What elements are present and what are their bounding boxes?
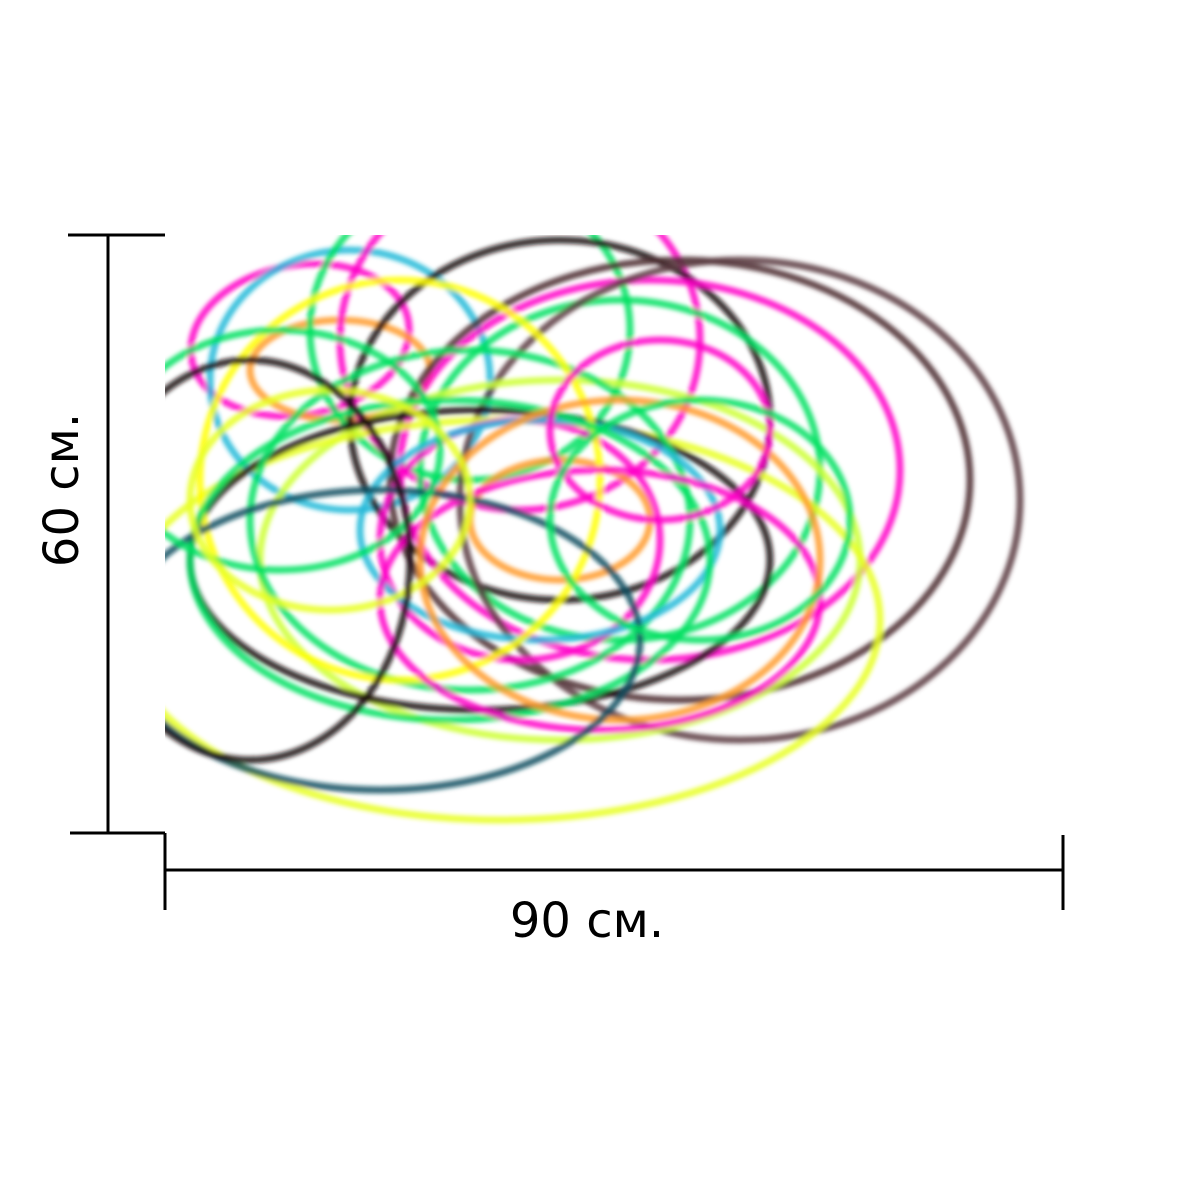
width-dimension: 90 см. (163, 833, 1065, 949)
height-label: 60 см. (34, 413, 90, 567)
width-label: 90 см. (510, 893, 664, 949)
height-dimension: 60 см. (34, 233, 165, 835)
artwork (165, 235, 1024, 824)
